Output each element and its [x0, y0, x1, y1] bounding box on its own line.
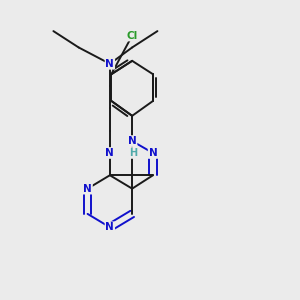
- Text: N: N: [106, 222, 114, 232]
- Text: N: N: [128, 136, 136, 146]
- Text: N: N: [83, 184, 92, 194]
- Text: Cl: Cl: [127, 31, 138, 40]
- Text: N: N: [148, 148, 157, 158]
- Text: N: N: [106, 59, 114, 69]
- Text: H: H: [130, 148, 138, 158]
- Text: N: N: [106, 148, 114, 158]
